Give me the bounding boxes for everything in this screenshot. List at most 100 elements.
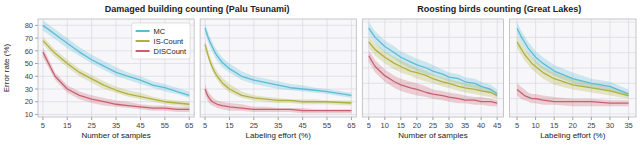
grid [38, 19, 194, 117]
x-grid-line [42, 19, 43, 117]
series-line [205, 28, 351, 95]
x-grid-line [449, 19, 450, 117]
x-tick-label: 5 [41, 121, 45, 130]
grid [362, 19, 503, 117]
panel: 5 10 15 20 25 30 35 40 45 Number of samples [362, 19, 503, 140]
y-tick [35, 63, 38, 64]
x-tick-label: 30 [606, 121, 614, 130]
series-line [369, 42, 497, 96]
series-line [205, 44, 351, 103]
background [0, 0, 640, 156]
y-tick [35, 101, 38, 102]
legend-swatch [136, 50, 150, 52]
plot-area [510, 19, 636, 117]
legend: MCIS-CountDISCount [132, 23, 191, 59]
y-tick-label: 60 [25, 47, 33, 56]
legend-frame [132, 23, 191, 59]
confidence-band [517, 36, 629, 99]
x-grid-line [384, 19, 385, 117]
x-tick-label: 15 [397, 121, 405, 130]
x-tick-label: 45 [298, 121, 306, 130]
chart-svg: 10203040506070805152535455565Number of s… [0, 0, 640, 156]
panel: 5101520253035Labeling effort (%) [510, 19, 636, 140]
x-tick-label: 35 [112, 121, 120, 130]
series-line [43, 25, 189, 95]
x-tick-label: 25 [429, 121, 437, 130]
confidence-band [205, 84, 351, 113]
x-tick-label: 10 [381, 121, 389, 130]
plot-area [362, 19, 503, 117]
x-axis-label: Number of samples [398, 131, 467, 140]
x-tick-label: 5 [367, 121, 371, 130]
y-tick-label: 30 [25, 85, 33, 94]
y-axis-label: Error rate (%) [2, 43, 11, 92]
x-tick-label: 20 [413, 121, 421, 130]
x-tick-label: 5 [203, 121, 207, 130]
y-tick-label: 20 [25, 97, 33, 106]
plot-frame [38, 19, 194, 117]
data-group [369, 22, 497, 106]
series-line [517, 89, 629, 103]
x-tick-label: 35 [624, 121, 632, 130]
y-tick-label: 70 [25, 34, 33, 43]
series-line [43, 41, 189, 105]
series-line [369, 56, 497, 103]
x-tick-label: 45 [136, 121, 144, 130]
confidence-band [369, 36, 497, 99]
series-line [517, 28, 629, 94]
x-tick-label: 30 [445, 121, 453, 130]
y-tick-label: 40 [25, 72, 33, 81]
series-line [369, 28, 497, 94]
x-tick-label: 35 [461, 121, 469, 130]
legend-swatch [136, 40, 150, 42]
chart-title: Damaged building counting (Palu Tsunami) [105, 4, 290, 14]
x-tick-label: 65 [185, 121, 193, 130]
x-tick-label: 20 [569, 121, 577, 130]
grid [510, 19, 636, 117]
x-tick-label: 25 [250, 121, 258, 130]
x-axis-label: Number of samples [81, 131, 150, 140]
legend-label: MC [154, 27, 166, 36]
chart-title: Roosting birds counting (Great Lakes) [417, 4, 581, 14]
series-line [517, 42, 629, 96]
legend-label: DISCount [154, 47, 187, 56]
data-group [43, 20, 189, 112]
series-line [205, 89, 351, 111]
confidence-band [369, 50, 497, 107]
x-tick-label: 10 [531, 121, 539, 130]
x-tick-label: 55 [323, 121, 331, 130]
x-tick-label: 5 [515, 121, 519, 130]
y-tick [35, 114, 38, 115]
plot-frame [510, 19, 636, 117]
plot-area [38, 19, 194, 117]
x-tick-label: 35 [274, 121, 282, 130]
y-tick-label: 10 [25, 110, 33, 119]
x-tick-label: 15 [225, 121, 233, 130]
x-tick-label: 65 [347, 121, 355, 130]
plot-area [200, 19, 356, 117]
legend-swatch [136, 30, 150, 32]
data-group [517, 22, 629, 106]
y-tick [35, 76, 38, 77]
x-tick-label: 45 [493, 121, 501, 130]
x-tick-label: 25 [88, 121, 96, 130]
x-axis-label: Labeling effort (%) [246, 131, 312, 140]
x-grid-line [253, 19, 254, 117]
x-tick-label: 40 [477, 121, 485, 130]
panel: 5 15 25 35 45 55 65 Labeling effort (%) [200, 19, 356, 140]
x-tick-label: 25 [587, 121, 595, 130]
y-tick-label: 50 [25, 59, 33, 68]
y-tick [35, 89, 38, 90]
x-axis-label: Labeling effort (%) [540, 131, 606, 140]
legend-label: IS-Count [154, 37, 185, 46]
x-grid-line [67, 19, 68, 117]
confidence-band [205, 39, 351, 105]
series-line [43, 52, 189, 109]
y-tick [35, 25, 38, 26]
x-tick-label: 55 [161, 121, 169, 130]
panel: 10203040506070805152535455565Number of s… [2, 19, 194, 140]
data-group [205, 23, 351, 113]
plot-frame [362, 19, 503, 117]
plot-frame [200, 19, 356, 117]
y-tick [35, 38, 38, 39]
